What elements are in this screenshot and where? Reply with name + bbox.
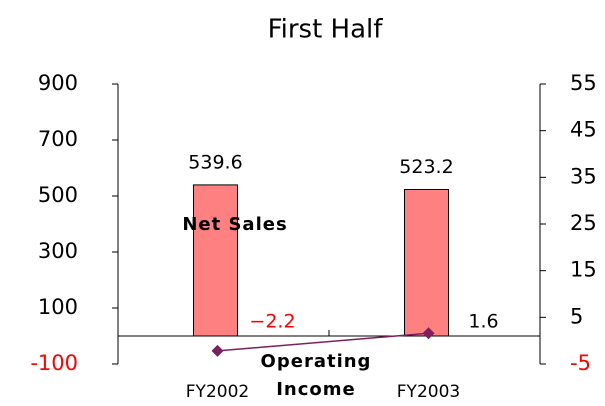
bar-value-label: 523.2 (399, 156, 453, 178)
y-tick-label: 700 (38, 127, 78, 151)
y-tick-label: 300 (38, 239, 78, 263)
line (217, 332, 429, 352)
x-tick-label: FY2002 (186, 382, 249, 402)
series-label-line: Operating (261, 351, 372, 372)
y2-tick-label: 25 (570, 211, 597, 235)
y-tick-label: 900 (38, 71, 78, 95)
y2-tick-label: 35 (570, 164, 597, 188)
line-marker (211, 344, 224, 357)
series-label-line: Income (276, 379, 356, 400)
y2-tick-label: 45 (570, 118, 597, 142)
bar (193, 184, 238, 337)
bar-value-label: 539.6 (188, 151, 242, 173)
series-label: Operating Income (261, 351, 372, 400)
line-value-label: −2.2 (249, 311, 295, 333)
y2-tick-label: 5 (570, 304, 583, 328)
line-marker (422, 327, 435, 340)
chart-title: First Half (268, 15, 384, 45)
y2-tick-label: 55 (570, 71, 597, 95)
bar (404, 189, 449, 337)
series-label: Net Sales (182, 214, 287, 235)
y-tick-label: 100 (38, 295, 78, 319)
line-value-label: 1.6 (468, 311, 498, 333)
x-tick-label: FY2003 (397, 382, 460, 402)
y-tick-label: 500 (38, 183, 78, 207)
y-tick-label: -100 (30, 351, 78, 375)
y2-tick-label: -5 (570, 351, 591, 375)
y2-tick-label: 15 (570, 258, 597, 282)
